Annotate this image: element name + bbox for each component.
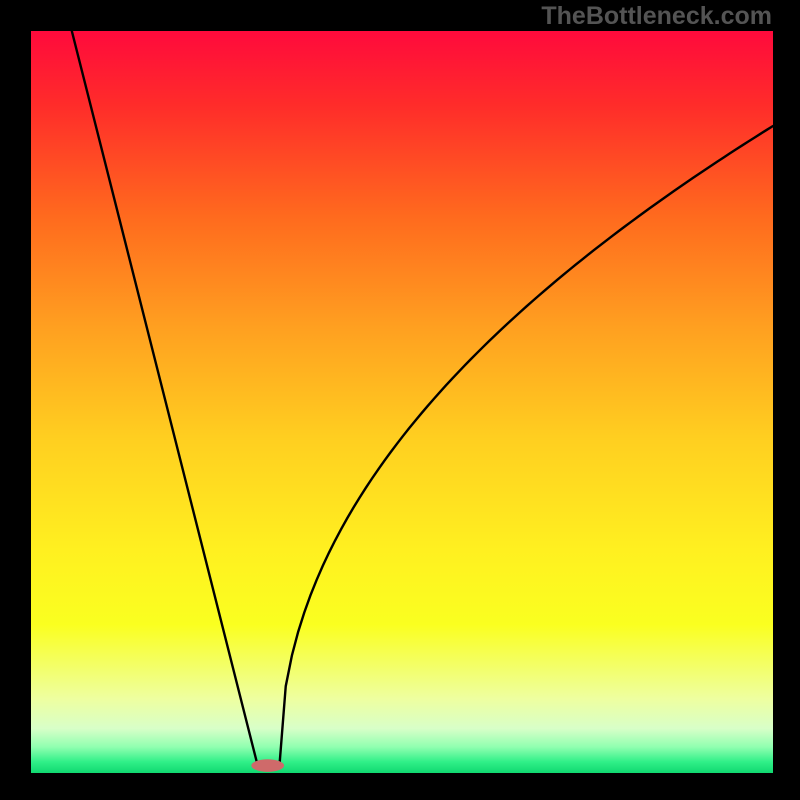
chart-container: TheBottleneck.com <box>0 0 800 800</box>
minimum-marker <box>251 759 284 772</box>
watermark-text: TheBottleneck.com <box>541 2 772 31</box>
gradient-background <box>31 31 773 773</box>
plot-area <box>31 31 773 773</box>
